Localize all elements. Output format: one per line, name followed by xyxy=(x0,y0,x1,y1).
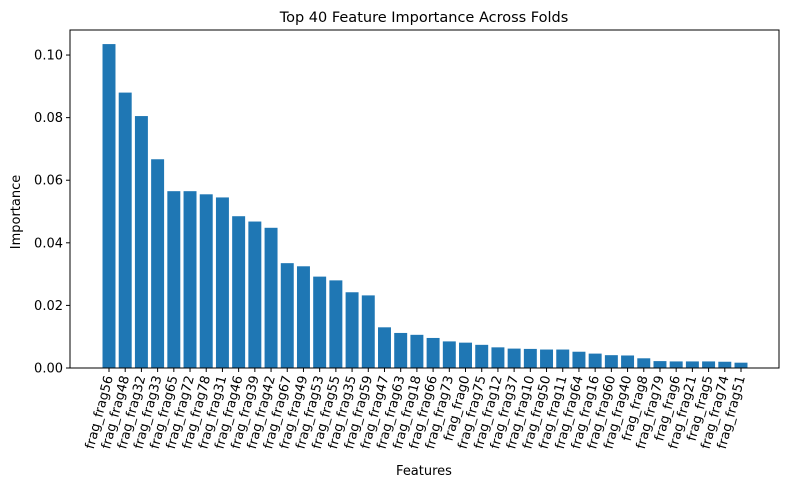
bar xyxy=(702,361,716,368)
y-tick-label: 0.10 xyxy=(34,49,63,64)
bar xyxy=(540,349,554,368)
bar xyxy=(442,341,456,368)
bar xyxy=(264,227,278,368)
bar xyxy=(507,348,521,368)
bar xyxy=(151,159,165,368)
bar xyxy=(556,349,570,368)
bar xyxy=(102,44,116,368)
bar xyxy=(410,334,424,368)
bar xyxy=(669,361,683,368)
bar xyxy=(604,355,618,368)
bar xyxy=(378,327,391,368)
bar xyxy=(313,276,327,368)
bar xyxy=(215,197,229,368)
bar xyxy=(134,116,148,368)
bar xyxy=(118,92,132,368)
bars-group xyxy=(102,44,748,368)
x-axis-label: Features xyxy=(396,464,452,479)
bar xyxy=(685,361,699,368)
bar xyxy=(588,353,602,368)
bar xyxy=(329,280,343,368)
bar xyxy=(572,351,586,368)
bar xyxy=(394,332,408,368)
y-tick-label: 0.06 xyxy=(34,174,63,189)
bar xyxy=(734,362,748,368)
bar xyxy=(361,295,375,368)
bar xyxy=(475,344,489,368)
plot-frame xyxy=(69,29,780,369)
bar xyxy=(621,355,635,368)
bar xyxy=(232,216,246,368)
bar xyxy=(426,337,440,368)
y-tick-label: 0.08 xyxy=(34,111,63,126)
x-axis: frag_frag56frag_frag48frag_frag32frag_fr… xyxy=(83,368,749,451)
bar xyxy=(637,358,651,368)
bar xyxy=(296,266,310,368)
y-tick-label: 0.02 xyxy=(34,299,63,314)
bar xyxy=(459,342,472,368)
bar xyxy=(491,347,505,368)
y-tick-label: 0.00 xyxy=(34,362,63,377)
bar xyxy=(523,348,537,368)
bar xyxy=(653,361,667,368)
bar xyxy=(183,191,197,368)
y-axis: 0.00 0.02 0.04 0.06 0.08 0.10 xyxy=(34,49,70,377)
y-tick-label: 0.04 xyxy=(34,236,63,251)
chart-title: Top 40 Feature Importance Across Folds xyxy=(279,10,569,26)
bar xyxy=(718,361,732,368)
bar xyxy=(280,263,294,368)
bar xyxy=(199,194,213,368)
bar xyxy=(167,191,181,368)
bar xyxy=(248,221,262,368)
y-axis-label: Importance xyxy=(9,175,24,250)
bar xyxy=(345,292,359,368)
